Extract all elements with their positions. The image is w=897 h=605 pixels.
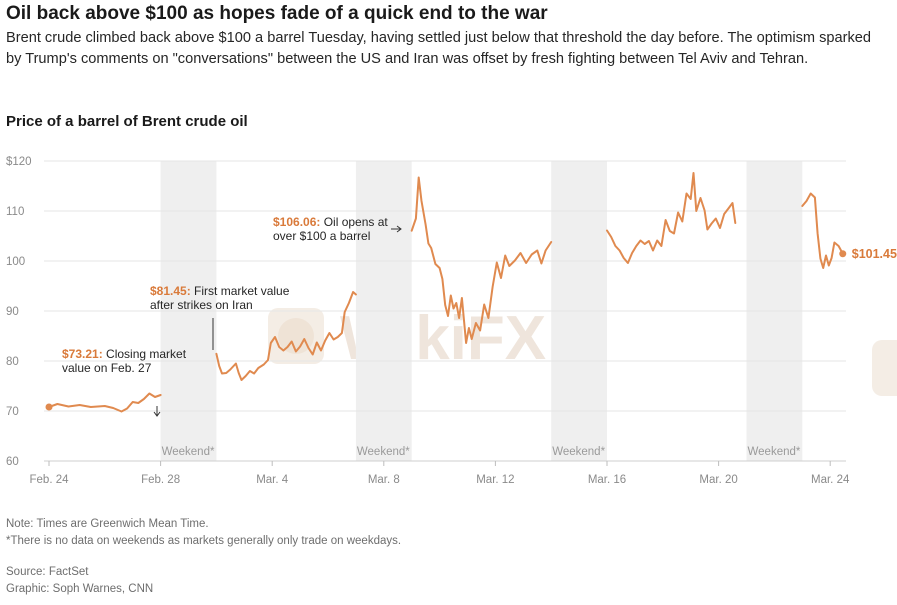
y-gridlines	[44, 160, 846, 462]
y-tick-label: 90	[6, 306, 19, 318]
brent-line-chart: WikiFX Weekend* Weekend* Weekend* Weekend* …	[6, 156, 897, 486]
weekend-label: Weekend*	[748, 446, 801, 458]
annotation-first-line2: after strikes on Iran	[150, 298, 253, 312]
price-line-segment	[48, 392, 162, 413]
price-line-segment	[606, 172, 737, 264]
annotation-value: $81.45:	[150, 284, 191, 298]
x-tick-label: Mar. 8	[368, 474, 400, 486]
price-line-segment	[410, 176, 553, 344]
y-tick-label: 70	[6, 406, 19, 418]
annotation-value: $106.06:	[273, 215, 320, 229]
x-tick-label: Mar. 24	[811, 474, 850, 486]
y-tick-label: 110	[6, 206, 24, 218]
price-line-segment	[801, 192, 844, 269]
weekend-label: Weekend*	[552, 446, 605, 458]
start-point	[45, 403, 53, 411]
x-tick-label: Mar. 12	[476, 474, 514, 486]
watermark-edge-logo-icon	[872, 340, 897, 396]
y-tick-label: $120	[6, 156, 32, 168]
y-tick-label: 100	[6, 256, 25, 268]
weekend-label: Weekend*	[357, 446, 410, 458]
price-line-segment	[215, 291, 357, 381]
x-tick-label: Feb. 24	[30, 474, 70, 486]
arrow-right-icon	[396, 225, 402, 233]
y-tick-label: 60	[6, 456, 19, 468]
annotation-open100-line2: over $100 a barrel	[273, 229, 370, 243]
annotation-text: First market value	[191, 284, 290, 298]
annotation-text: Oil opens at	[320, 215, 388, 229]
weekend-label: Weekend*	[162, 446, 215, 458]
dek: Brent crude climbed back above $100 a ba…	[6, 30, 872, 67]
end-value-label: $101.45	[852, 247, 897, 261]
chart-title: Price of a barrel of Brent crude oil	[6, 113, 248, 130]
headline: Oil back above $100 as hopes fade of a q…	[6, 3, 548, 24]
price-series: $101.45	[45, 172, 897, 413]
x-tick-label: Mar. 4	[256, 474, 289, 486]
end-point	[839, 250, 847, 258]
footer-source: Source: FactSet	[6, 566, 89, 578]
x-axis: Feb. 24 Feb. 28 Mar. 4 Mar. 8 Mar. 12 Mar. 16…	[30, 461, 850, 486]
y-axis: 60 70 80 90 100 110 $120	[6, 156, 32, 468]
y-tick-label: 80	[6, 356, 19, 368]
annotation-feb27-line1: $73.21: Closing market	[62, 347, 187, 361]
annotation-feb27-line2: value on Feb. 27	[62, 361, 152, 375]
x-tick-label: Mar. 16	[588, 474, 626, 486]
footer-note-times: Note: Times are Greenwich Mean Time.	[6, 518, 209, 530]
annotation-value: $73.21:	[62, 347, 103, 361]
x-tick-label: Feb. 28	[141, 474, 180, 486]
footer-note-weekends: *There is no data on weekends as markets…	[6, 535, 402, 547]
arrow-down-icon	[153, 411, 161, 417]
annotation-text: Closing market	[103, 347, 187, 361]
watermark-logo-mark-icon	[278, 318, 314, 354]
footer-credit: Graphic: Soph Warnes, CNN	[6, 583, 154, 595]
x-tick-label: Mar. 20	[699, 474, 737, 486]
annotation-open100-line1: $106.06: Oil opens at	[273, 215, 388, 229]
annotation-first-line1: $81.45: First market value	[150, 284, 290, 298]
